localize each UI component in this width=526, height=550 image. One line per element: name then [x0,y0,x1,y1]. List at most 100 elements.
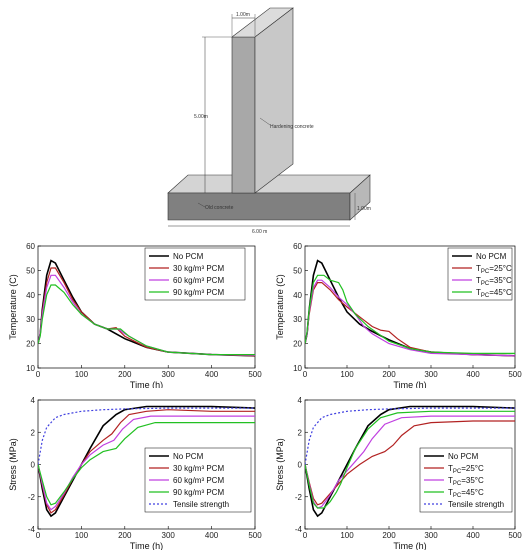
y-tick-label: 20 [26,340,35,349]
wall-front [231,36,256,194]
series-line [38,267,255,357]
y-tick-label: 2 [298,428,303,437]
y-tick-label: 0 [298,461,303,470]
x-tick-label: 0 [36,370,41,379]
y-tick-label: 50 [26,266,35,275]
chart-stress-pc-temperature: 0 100 200 300 400 500 -4 -2 0 2 4 Time (h) Stress (M… [275,396,522,550]
y-tick-label: 2 [31,428,36,437]
y-tick-label: 10 [26,364,35,373]
x-tick-label: 0 [36,531,41,540]
x-tick-label: 200 [382,370,396,379]
y-tick-label: 4 [31,396,36,405]
legend-entry: TPC=35°C [476,276,512,287]
x-tick-label: 100 [340,531,354,540]
series-line [38,284,255,356]
y-tick-label: -2 [28,493,36,502]
retaining-wall-diagram: 1.00m 5.00m 1.00m 6.00 m Hardening concr… [167,7,371,235]
y-tick-label: 60 [26,242,35,251]
wall-side [254,7,294,194]
dim-base-length: 6.00 m [252,229,267,235]
y-tick-label: 40 [293,291,302,300]
x-tick-label: 200 [118,531,132,540]
label-hardening-concrete: Hardening concrete [270,124,314,130]
x-tick-label: 500 [248,370,262,379]
legend-entry: TPC=45°C [476,288,512,299]
x-tick-label: 400 [466,370,480,379]
legend-entry: 30 kg/m³ PCM [173,464,224,473]
label-old-concrete: Old concrete [205,205,234,211]
x-tick-label: 500 [508,370,522,379]
y-tick-label: 20 [293,340,302,349]
x-axis-label: Time (h) [393,380,426,388]
y-axis-label: Stress (MPa) [275,438,285,491]
y-tick-label: 30 [26,315,35,324]
plot-area [304,245,516,369]
legend-entry: TPC=35°C [448,476,484,487]
x-tick-label: 400 [205,531,219,540]
y-tick-label: 4 [298,396,303,405]
x-tick-label: 300 [162,370,176,379]
x-tick-label: 300 [162,531,176,540]
y-tick-label: 0 [31,461,36,470]
series-line [38,405,255,518]
legend-entry: 60 kg/m³ PCM [173,276,224,285]
y-axis-label: Temperature (C) [8,274,18,340]
x-tick-label: 200 [382,531,396,540]
x-axis-label: Time (h) [393,541,426,550]
series-line [38,415,255,511]
y-tick-label: -4 [295,525,303,534]
legend-entry: No PCM [448,452,479,461]
series-line [38,407,255,465]
y-tick-label: -4 [28,525,36,534]
series-line [305,405,515,518]
y-tick-label: 10 [293,364,302,373]
x-tick-label: 300 [424,531,438,540]
chart-temperature-pc-temperature: 0 100 200 300 400 500 10 20 30 40 50 60 Time (h) Temp… [275,242,522,388]
base-slab-front [167,192,351,221]
x-tick-label: 500 [248,531,262,540]
legend-entry: 30 kg/m³ PCM [173,264,224,273]
legend-entry: No PCM [173,452,204,461]
legend-entry: Tensile strength [448,500,504,509]
y-tick-label: -2 [295,493,303,502]
legend-entry: 60 kg/m³ PCM [173,476,224,485]
series-line [305,407,515,465]
legend-entry: TPC=45°C [448,488,484,499]
series-line [305,420,515,506]
legend-entry: No PCM [173,252,204,261]
y-tick-label: 30 [293,315,302,324]
y-tick-label: 60 [293,242,302,251]
y-tick-label: 50 [293,266,302,275]
chart-stress-pcm-amount: 0 100 200 300 400 500 -4 -2 0 2 4 Time (h) Stress (M… [8,396,262,550]
series-line [305,410,515,509]
chart-temperature-pcm-amount: 0 100 200 300 400 500 10 20 30 40 50 60 Time (h) Temp… [8,242,262,388]
series-line [305,279,515,357]
legend-entry: 90 kg/m³ PCM [173,488,224,497]
x-tick-label: 100 [75,370,89,379]
x-axis-label: Time (h) [130,541,163,550]
x-tick-label: 500 [508,531,522,540]
y-axis-label: Temperature (C) [275,274,285,340]
dim-wall-width: 1.00m [236,12,250,18]
legend-entry: TPC=25°C [448,464,484,475]
legend-entry: No PCM [476,252,507,261]
plot-area [37,245,256,369]
x-tick-label: 400 [205,370,219,379]
x-axis-label: Time (h) [130,380,163,388]
x-tick-label: 200 [118,370,132,379]
x-tick-label: 0 [303,531,308,540]
x-tick-label: 100 [75,531,89,540]
x-tick-label: 400 [466,531,480,540]
legend-entry: 90 kg/m³ PCM [173,288,224,297]
legend-entry: Tensile strength [173,500,229,509]
y-axis-label: Stress (MPa) [8,438,18,491]
x-tick-label: 100 [340,370,354,379]
legend-entry: TPC=25°C [476,264,512,275]
x-tick-label: 300 [424,370,438,379]
series-line [305,274,515,354]
series-line [38,409,255,514]
dim-base-height: 1.00m [357,206,371,212]
dim-wall-height: 5.00m [194,114,208,120]
x-tick-label: 0 [303,370,308,379]
y-tick-label: 40 [26,291,35,300]
